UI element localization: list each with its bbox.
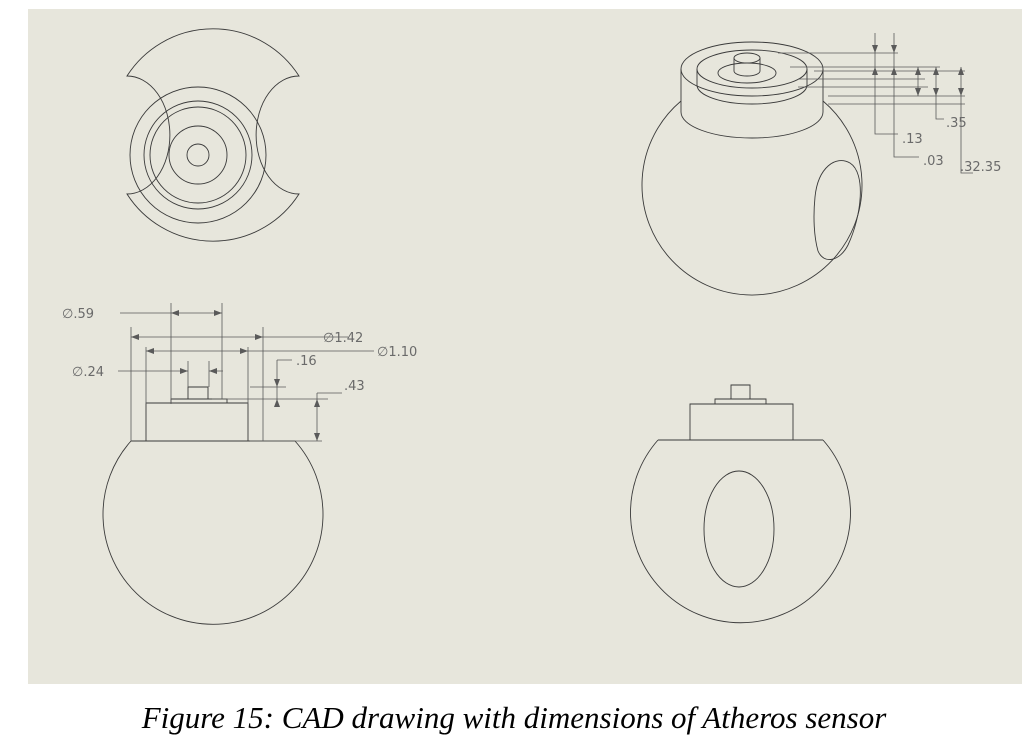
top-view-ring-4	[168, 125, 228, 185]
front-dim-extensions	[130, 303, 328, 442]
iso-sphere	[641, 100, 863, 296]
front-view-flange	[170, 398, 228, 403]
top-view-ring-2	[143, 100, 253, 210]
dim-016-label: .16	[296, 354, 317, 369]
iso-bore-wall	[696, 69, 808, 105]
side-view-block	[658, 403, 823, 441]
figure-caption: Figure 15: CAD drawing with dimensions o…	[141, 700, 887, 735]
front-view-pin	[187, 386, 209, 399]
iso-cylinder-outer	[680, 69, 824, 139]
side-view-ball	[630, 439, 851, 624]
iso-side-opening	[813, 160, 861, 260]
side-view-opening	[703, 470, 775, 588]
side-view-flange	[714, 398, 767, 404]
top-view-ring-outer	[129, 86, 267, 224]
isometric-view: .13 .03 .35 .32.35	[641, 33, 1001, 296]
iso-pin-body	[733, 58, 761, 77]
cad-drawing: .13 .03 .35 .32.35 ∅.59 ∅1.42 ∅	[62, 28, 1001, 625]
front-view-block	[131, 402, 295, 442]
dim-032-035-label: .32.35	[960, 160, 1001, 175]
iso-cylinder-top	[680, 41, 824, 97]
side-view	[630, 384, 851, 624]
front-dim-arrows	[131, 310, 320, 441]
dim-dia-142-label: ∅1.42	[323, 331, 363, 346]
top-view-outline	[126, 28, 300, 242]
iso-dim-extensions	[778, 52, 965, 105]
drawing-sheet: .13 .03 .35 .32.35 ∅.59 ∅1.42 ∅	[28, 9, 1022, 684]
dim-dia-059-label: ∅.59	[62, 307, 94, 322]
top-view-center	[186, 143, 210, 167]
dim-dia-024-label: ∅.24	[72, 365, 104, 380]
iso-pin-top	[733, 52, 761, 64]
dim-003-label: .03	[923, 154, 944, 169]
iso-pin-base	[717, 62, 777, 84]
iso-dim-arrows	[872, 45, 964, 96]
dim-dia-110-label: ∅1.10	[377, 345, 417, 360]
dim-043-label: .43	[344, 379, 365, 394]
side-view-pin	[730, 384, 751, 399]
iso-dim-leaders	[874, 33, 973, 174]
dim-035-label: .35	[946, 116, 967, 131]
iso-cylinder-inner	[696, 49, 808, 89]
top-view-ring-3	[149, 106, 247, 204]
front-view-ball	[102, 440, 324, 625]
front-view: ∅.59 ∅1.42 ∅1.10 ∅.24 .16 .43	[62, 303, 417, 625]
dim-013-label: .13	[902, 132, 923, 147]
top-view	[126, 28, 300, 242]
